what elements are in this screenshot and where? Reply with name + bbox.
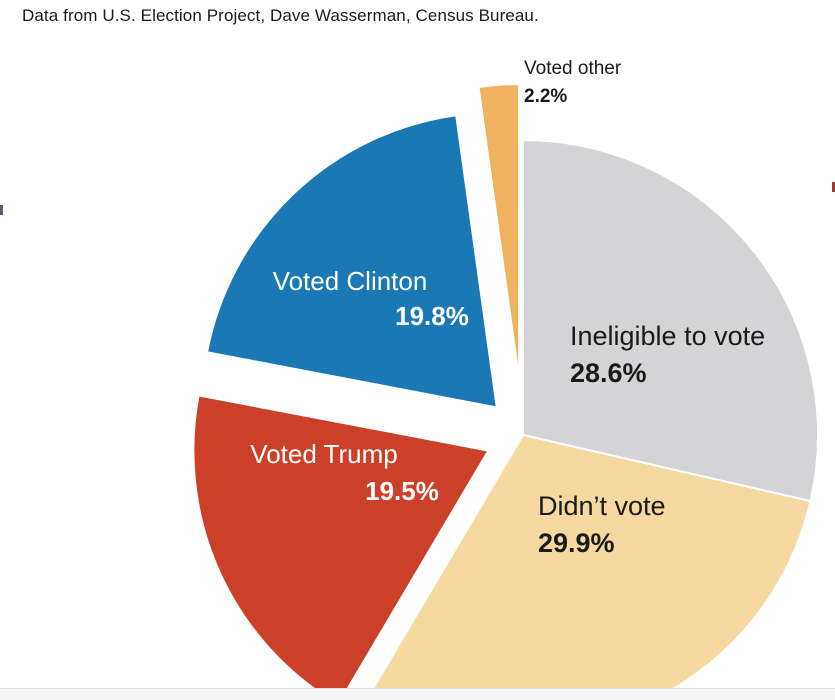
slice-voted-clinton: [205, 114, 498, 409]
slice-value-voted-clinton: 19.8%: [395, 301, 469, 331]
pie-labels: Ineligible to vote 28.6% Didn’t vote 29.9% V…: [250, 58, 765, 558]
slice-voted-other: [477, 83, 521, 380]
slice-label-voted-trump: Voted Trump: [250, 439, 397, 469]
slice-value-didn-t-vote: 29.9%: [538, 528, 615, 558]
right-edge-marker: [832, 182, 835, 192]
bottom-edge-strip: [0, 688, 835, 700]
slice-label-voted-clinton: Voted Clinton: [273, 266, 428, 296]
slice-label-ineligible-to-vote: Ineligible to vote: [570, 321, 765, 351]
source-note: Data from U.S. Election Project, Dave Wa…: [22, 6, 539, 25]
pie-slices: [192, 83, 819, 700]
slice-label-voted-other: Voted other: [524, 58, 622, 79]
slice-value-ineligible-to-vote: 28.6%: [570, 358, 647, 388]
slice-value-voted-trump: 19.5%: [365, 476, 439, 506]
slice-voted-trump: [192, 394, 490, 700]
slice-label-didn-t-vote: Didn’t vote: [538, 491, 666, 521]
left-edge-marker: [0, 205, 3, 215]
slice-didn-t-vote: [371, 433, 812, 700]
slice-ineligible-to-vote: [522, 138, 819, 503]
slice-value-voted-other: 2.2%: [524, 86, 567, 107]
